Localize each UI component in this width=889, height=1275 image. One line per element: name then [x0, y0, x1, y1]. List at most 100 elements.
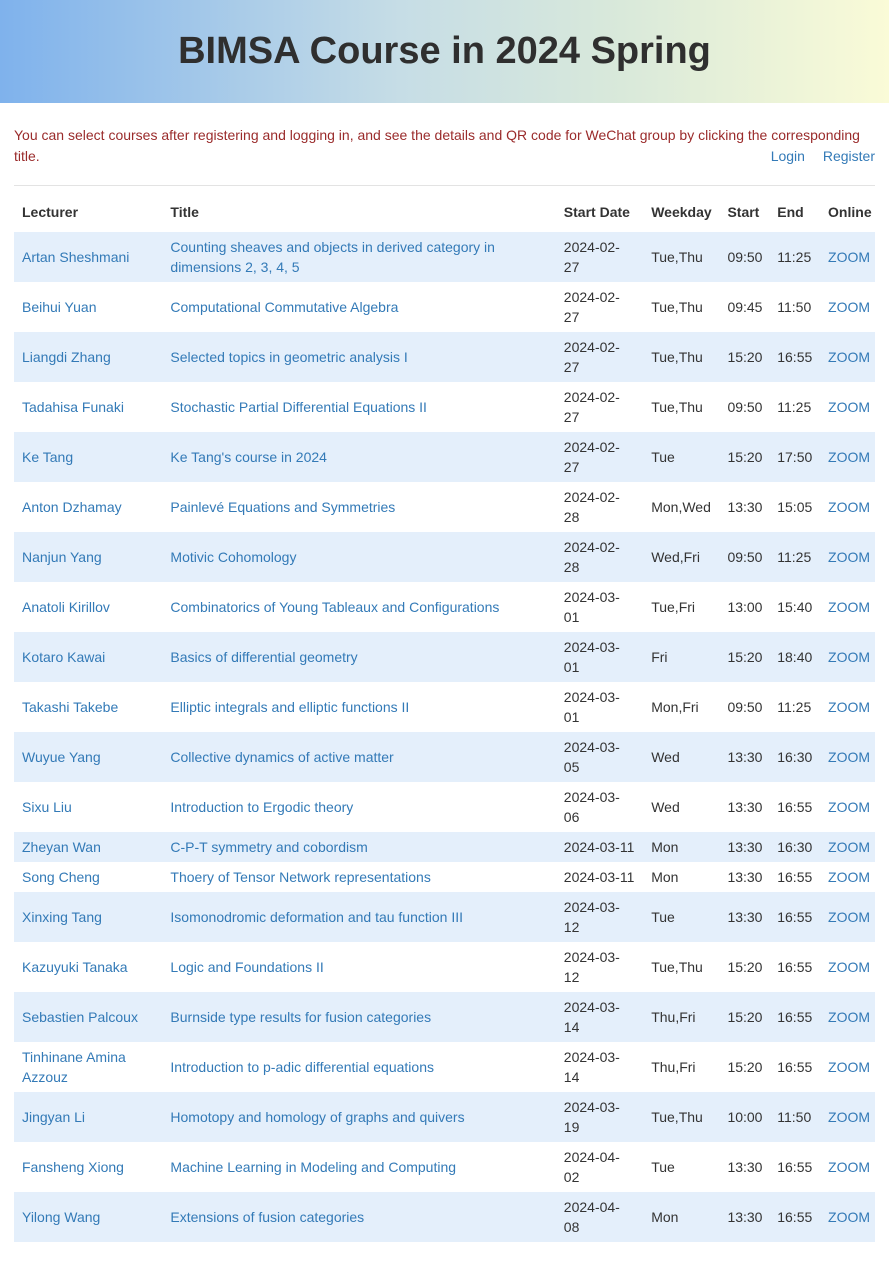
course-title-link[interactable]: C-P-T symmetry and cobordism — [170, 839, 368, 855]
end-time-cell: 16:55 — [777, 349, 813, 365]
course-title-link[interactable]: Burnside type results for fusion categor… — [170, 1009, 432, 1025]
lecturer-link[interactable]: Anatoli Kirillov — [22, 599, 110, 615]
zoom-link[interactable]: ZOOM — [828, 1209, 871, 1225]
weekday-cell: Tue,Thu — [651, 959, 703, 975]
zoom-link[interactable]: ZOOM — [828, 499, 871, 515]
lecturer-link[interactable]: Jingyan Li — [22, 1109, 86, 1125]
weekday-cell: Thu,Fri — [651, 1059, 696, 1075]
zoom-link[interactable]: ZOOM — [828, 649, 871, 665]
lecturer-link[interactable]: Liangdi Zhang — [22, 349, 111, 365]
end-time-cell: 16:55 — [777, 959, 813, 975]
start-time-cell: 13:30 — [727, 749, 763, 765]
course-title-link[interactable]: Elliptic integrals and elliptic function… — [170, 699, 410, 715]
zoom-link[interactable]: ZOOM — [828, 959, 871, 975]
lecturer-link[interactable]: Nanjun Yang — [22, 549, 102, 565]
lecturer-link[interactable]: Sebastien Palcoux — [22, 1009, 138, 1025]
column-header-online: Online — [828, 204, 872, 220]
start-date-cell: 2024-02-27 — [563, 339, 620, 375]
end-time-cell: 16:55 — [777, 869, 813, 885]
course-title-link[interactable]: Computational Commutative Algebra — [170, 299, 399, 315]
start-time-cell: 09:45 — [727, 299, 763, 315]
zoom-link[interactable]: ZOOM — [828, 839, 871, 855]
end-time-cell: 16:30 — [777, 749, 813, 765]
start-date-cell: 2024-02-27 — [563, 389, 620, 425]
zoom-link[interactable]: ZOOM — [828, 349, 871, 365]
lecturer-link[interactable]: Anton Dzhamay — [22, 499, 122, 515]
end-time-cell: 11:25 — [777, 699, 812, 715]
zoom-link[interactable]: ZOOM — [828, 399, 871, 415]
course-title-link[interactable]: Introduction to Ergodic theory — [170, 799, 354, 815]
course-title-link[interactable]: Homotopy and homology of graphs and quiv… — [170, 1109, 465, 1125]
lecturer-link[interactable]: Artan Sheshmani — [22, 249, 130, 265]
zoom-link[interactable]: ZOOM — [828, 1109, 871, 1125]
zoom-link[interactable]: ZOOM — [828, 599, 871, 615]
table-row: Liangdi Zhang Selected topics in geometr… — [14, 332, 875, 382]
course-title-link[interactable]: Basics of differential geometry — [170, 649, 358, 665]
table-row: Takashi Takebe Elliptic integrals and el… — [14, 682, 875, 732]
course-title-link[interactable]: Painlevé Equations and Symmetries — [170, 499, 396, 515]
login-link[interactable]: Login — [770, 148, 805, 164]
weekday-cell: Tue — [651, 909, 675, 925]
course-title-link[interactable]: Selected topics in geometric analysis I — [170, 349, 408, 365]
register-link[interactable]: Register — [822, 148, 875, 164]
start-time-cell: 09:50 — [727, 249, 763, 265]
course-title-link[interactable]: Thoery of Tensor Network representations — [170, 869, 431, 885]
zoom-link[interactable]: ZOOM — [828, 909, 871, 925]
start-date-cell: 2024-04-02 — [563, 1149, 620, 1185]
course-title-link[interactable]: Motivic Cohomology — [170, 549, 297, 565]
lecturer-link[interactable]: Kazuyuki Tanaka — [22, 959, 128, 975]
lecturer-link[interactable]: Zheyan Wan — [22, 839, 101, 855]
lecturer-link[interactable]: Tinhinane Amina Azzouz — [22, 1049, 126, 1085]
course-title-link[interactable]: Ke Tang's course in 2024 — [170, 449, 327, 465]
lecturer-link[interactable]: Ke Tang — [22, 449, 74, 465]
zoom-link[interactable]: ZOOM — [828, 699, 871, 715]
lecturer-link[interactable]: Takashi Takebe — [22, 699, 119, 715]
lecturer-link[interactable]: Beihui Yuan — [22, 299, 97, 315]
lecturer-link[interactable]: Wuyue Yang — [22, 749, 101, 765]
start-time-cell: 09:50 — [727, 399, 763, 415]
start-date-cell: 2024-03-19 — [563, 1099, 620, 1135]
zoom-link[interactable]: ZOOM — [828, 549, 871, 565]
weekday-cell: Tue,Thu — [651, 249, 703, 265]
end-time-cell: 15:40 — [777, 599, 813, 615]
lecturer-link[interactable]: Tadahisa Funaki — [22, 399, 124, 415]
course-title-link[interactable]: Machine Learning in Modeling and Computi… — [170, 1159, 457, 1175]
start-time-cell: 13:30 — [727, 499, 763, 515]
course-title-link[interactable]: Introduction to p-adic differential equa… — [170, 1059, 434, 1075]
lecturer-link[interactable]: Sixu Liu — [22, 799, 72, 815]
table-row: Kazuyuki Tanaka Logic and Foundations II… — [14, 942, 875, 992]
lecturer-link[interactable]: Xinxing Tang — [22, 909, 102, 925]
course-title-link[interactable]: Extensions of fusion categories — [170, 1209, 365, 1225]
course-title-link[interactable]: Combinatorics of Young Tableaux and Conf… — [170, 599, 500, 615]
zoom-link[interactable]: ZOOM — [828, 449, 871, 465]
course-title-link[interactable]: Collective dynamics of active matter — [170, 749, 394, 765]
weekday-cell: Wed — [651, 749, 680, 765]
course-title-link[interactable]: Logic and Foundations II — [170, 959, 324, 975]
weekday-cell: Tue,Thu — [651, 399, 703, 415]
zoom-link[interactable]: ZOOM — [828, 249, 871, 265]
lecturer-link[interactable]: Yilong Wang — [22, 1209, 101, 1225]
lecturer-link[interactable]: Song Cheng — [22, 869, 100, 885]
zoom-link[interactable]: ZOOM — [828, 869, 871, 885]
start-date-cell: 2024-03-11 — [563, 839, 635, 855]
start-time-cell: 15:20 — [727, 959, 763, 975]
table-row: Tadahisa Funaki Stochastic Partial Diffe… — [14, 382, 875, 432]
end-time-cell: 11:25 — [777, 249, 812, 265]
zoom-link[interactable]: ZOOM — [828, 1059, 871, 1075]
zoom-link[interactable]: ZOOM — [828, 1159, 871, 1175]
start-date-cell: 2024-04-08 — [563, 1199, 620, 1235]
weekday-cell: Tue,Thu — [651, 349, 703, 365]
weekday-cell: Fri — [651, 649, 668, 665]
lecturer-link[interactable]: Kotaro Kawai — [22, 649, 106, 665]
zoom-link[interactable]: ZOOM — [828, 1009, 871, 1025]
zoom-link[interactable]: ZOOM — [828, 299, 871, 315]
course-title-link[interactable]: Isomonodromic deformation and tau functi… — [170, 909, 464, 925]
weekday-cell: Wed,Fri — [651, 549, 700, 565]
lecturer-link[interactable]: Fansheng Xiong — [22, 1159, 124, 1175]
start-time-cell: 15:20 — [727, 1009, 763, 1025]
zoom-link[interactable]: ZOOM — [828, 799, 871, 815]
zoom-link[interactable]: ZOOM — [828, 749, 871, 765]
course-title-link[interactable]: Counting sheaves and objects in derived … — [170, 239, 495, 275]
course-title-link[interactable]: Stochastic Partial Differential Equation… — [170, 399, 427, 415]
page-title: BIMSA Course in 2024 Spring — [178, 30, 711, 72]
